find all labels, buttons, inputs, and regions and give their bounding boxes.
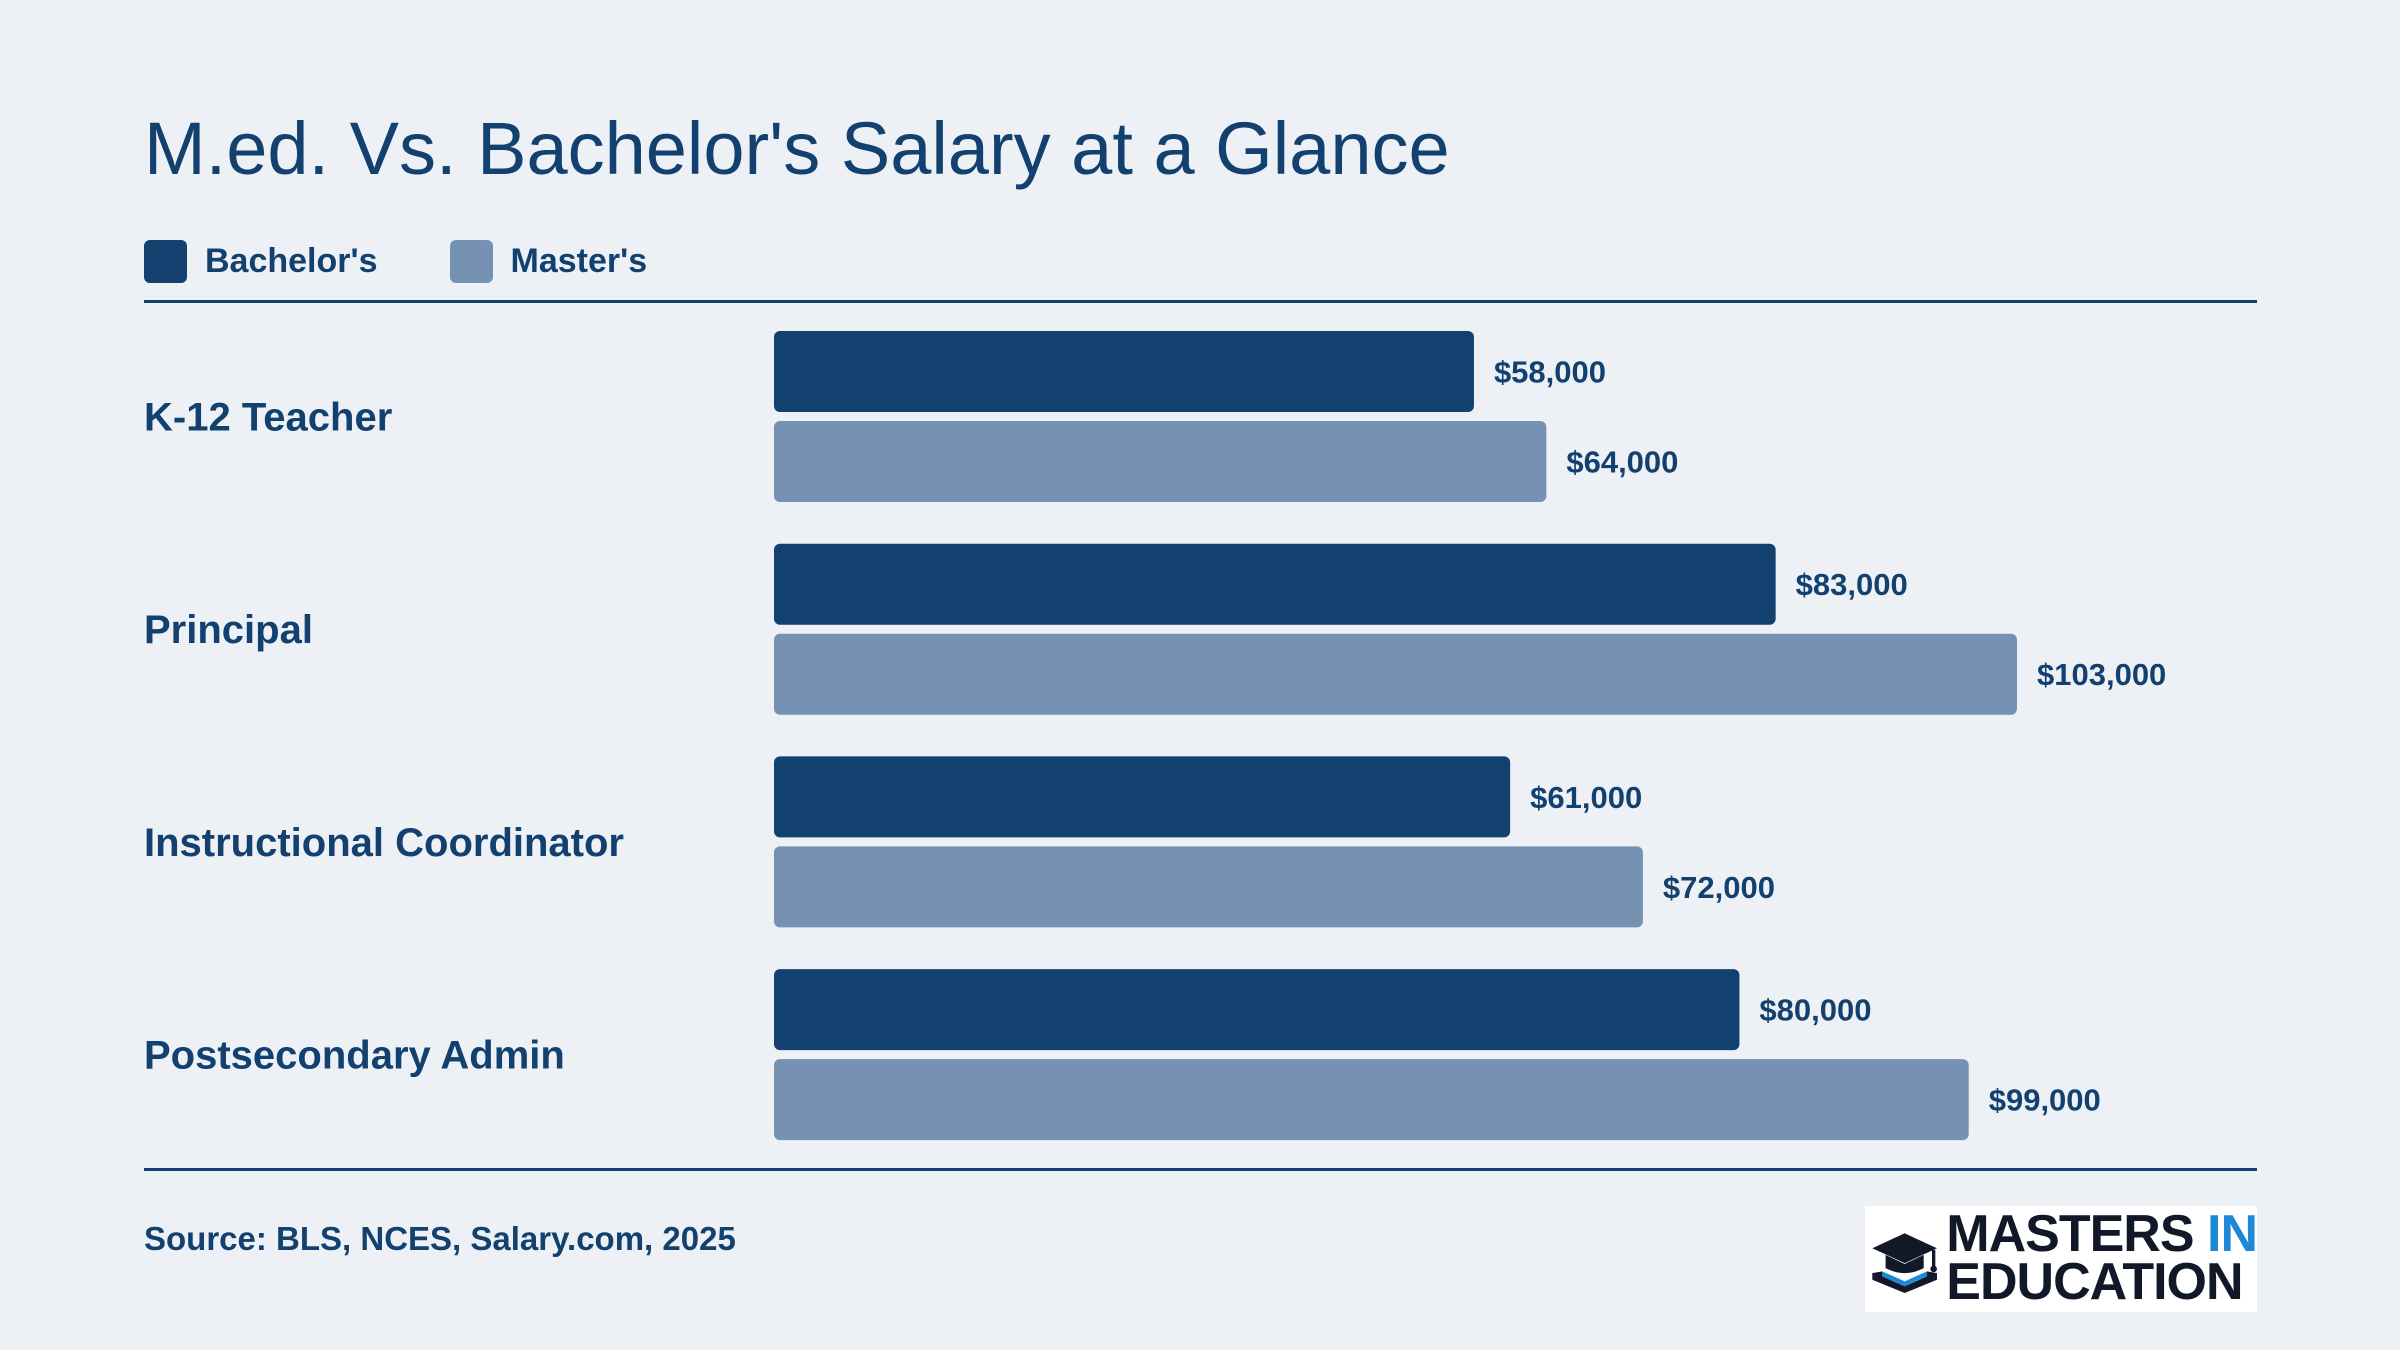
value-label-bachelor-s-postsecondary-admin: $80,000	[1759, 993, 1871, 1028]
legend-swatch-masters	[449, 239, 493, 283]
logo-word-masters: MASTERS	[1946, 1205, 2194, 1264]
chart-title: M.ed. Vs. Bachelor's Salary at a Glance	[144, 107, 1450, 190]
divider-bottom	[144, 1168, 2257, 1171]
legend-item-bachelors: Bachelor's	[144, 239, 378, 283]
bar-bachelor-s-k-12-teacher	[774, 331, 1474, 412]
category-label-instructional-coordinator: Instructional Coordinator	[144, 821, 624, 865]
value-label-bachelor-s-k-12-teacher: $58,000	[1494, 355, 1606, 390]
logo-word-in: IN	[2207, 1205, 2258, 1264]
category-label-principal: Principal	[144, 608, 313, 652]
legend-item-masters: Master's	[449, 239, 648, 283]
brand-logo: MASTERS IN EDUCATION	[1865, 1206, 2258, 1312]
divider-top	[144, 300, 2257, 303]
bar-bachelor-s-instructional-coordinator	[774, 756, 1511, 838]
value-label-master-s-k-12-teacher: $64,000	[1566, 445, 1678, 480]
bar-bachelor-s-principal	[774, 543, 1776, 625]
legend-label-bachelors: Bachelor's	[205, 241, 378, 280]
value-label-master-s-instructional-coordinator: $72,000	[1663, 870, 1775, 905]
bar-master-s-instructional-coordinator	[774, 846, 1643, 928]
bar-master-s-postsecondary-admin	[774, 1059, 1969, 1141]
value-label-master-s-principal: $103,000	[2037, 657, 2166, 692]
logo-word-education: EDUCATION	[1946, 1253, 2243, 1311]
legend-label-masters: Master's	[510, 241, 648, 280]
bar-master-s-principal	[774, 633, 2017, 715]
value-label-bachelor-s-instructional-coordinator: $61,000	[1530, 780, 1642, 815]
category-label-k-12-teacher: K-12 Teacher	[144, 396, 392, 440]
legend-swatch-bachelors	[144, 239, 187, 283]
bar-bachelor-s-postsecondary-admin	[774, 969, 1740, 1051]
value-label-bachelor-s-principal: $83,000	[1796, 567, 1908, 602]
bar-master-s-k-12-teacher	[774, 421, 1547, 502]
legend: Bachelor's Master's	[144, 238, 719, 284]
source-note: Source: BLS, NCES, Salary.com, 2025	[144, 1220, 736, 1257]
logo-line1: MASTERS IN	[1946, 1208, 2258, 1260]
logo-wordmark: MASTERS IN EDUCATION	[1946, 1208, 2258, 1311]
graduation-cap-book-icon	[1872, 1233, 1937, 1293]
category-label-postsecondary-admin: Postsecondary Admin	[144, 1034, 565, 1078]
value-label-master-s-postsecondary-admin: $99,000	[1989, 1083, 2101, 1118]
